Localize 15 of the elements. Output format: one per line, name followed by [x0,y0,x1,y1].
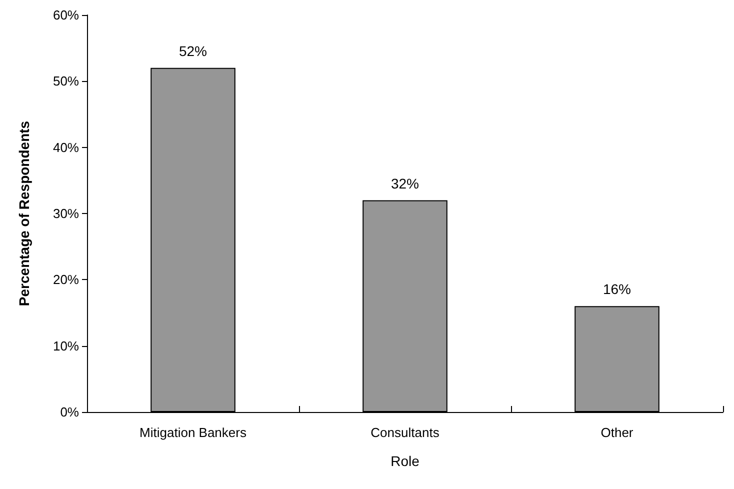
y-axis-title: Percentage of Respondents [16,120,32,306]
y-tick-label: 30% [52,206,80,221]
x-axis-title: Role [390,453,420,469]
y-tick-label: 20% [52,272,80,288]
data-label: 32% [390,175,420,192]
x-tick-label: Other [600,425,634,440]
y-tick-label: 60% [52,8,80,22]
x-tick-label: Mitigation Bankers [140,425,247,440]
data-label: 52% [178,42,208,59]
data-label: 16% [602,281,632,298]
y-tick-label: 40% [52,140,80,155]
y-tick-label: 0% [60,404,80,420]
y-tick-label: 10% [52,338,80,354]
x-tick-label: Consultants [370,425,440,440]
y-tick-label: 50% [52,74,80,89]
